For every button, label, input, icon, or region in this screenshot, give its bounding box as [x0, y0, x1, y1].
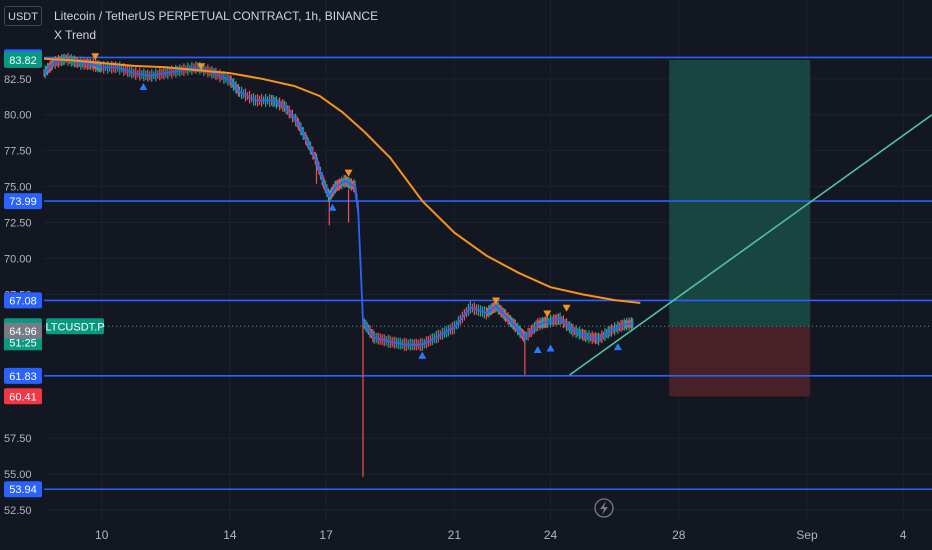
price-badge-bg [4, 388, 42, 405]
level-badge-bg [4, 193, 42, 210]
level-badge-bg [4, 292, 42, 309]
chart-title: Litecoin / TetherUS PERPETUAL CONTRACT, … [54, 9, 379, 23]
price-badge: 83.82 [9, 55, 37, 67]
price-badge: 64.96 [9, 326, 37, 338]
sell-marker [492, 297, 501, 305]
diagonal-trendline-line [569, 114, 932, 376]
sell-marker [543, 310, 552, 318]
level-badge: 53.94 [9, 484, 37, 496]
y-tick-label: 70.00 [4, 253, 32, 265]
level-badge: 61.83 [9, 371, 37, 383]
y-axis: 82.5080.0077.5075.0072.5070.0067.5057.50… [4, 74, 32, 517]
chart-grid [44, 0, 932, 520]
price-series [43, 52, 635, 352]
sell-marker [562, 304, 571, 312]
moving-average-line [43, 57, 641, 304]
price-badge-bg [4, 51, 42, 68]
buy-marker [418, 351, 427, 359]
buy-marker [613, 343, 622, 351]
level-badge: 67.08 [9, 295, 37, 307]
price-badges: 83.9973.9967.0861.8353.9483.8265.2851:25… [4, 49, 105, 498]
stop-zone [669, 325, 811, 397]
y-tick-label: 57.50 [4, 433, 32, 445]
target-zone [669, 60, 811, 326]
x-tick-label: 14 [223, 528, 237, 542]
price-badge-bg [4, 322, 42, 339]
sell-marker [197, 63, 206, 71]
signal-markers [91, 53, 622, 359]
y-tick-label: 72.50 [4, 218, 32, 230]
sell-marker [344, 169, 353, 177]
y-tick-label: 80.00 [4, 110, 32, 122]
lightning-icon[interactable] [594, 498, 614, 518]
x-tick-label: 4 [900, 528, 907, 542]
y-tick-label: 82.50 [4, 74, 32, 86]
x-tick-label: 10 [95, 528, 109, 542]
position-zones [669, 60, 811, 397]
sell-marker [91, 53, 100, 61]
buy-marker [328, 203, 337, 211]
moving-average-series [43, 57, 641, 304]
y-tick-label: 52.50 [4, 505, 32, 517]
x-axis: 10 14 17 21 24 28 Sep 4 [95, 528, 907, 542]
y-tick-label: 75.00 [4, 182, 32, 194]
indicator-name[interactable]: X Trend [54, 28, 97, 42]
x-tick-label: 24 [544, 528, 558, 542]
trend-line [43, 57, 635, 346]
price-badge: 60.41 [9, 391, 37, 403]
symbol-tag-bg [46, 318, 104, 335]
level-badge-bg [4, 367, 42, 384]
currency-button[interactable]: USDT [4, 6, 42, 26]
y-tick-label: 77.50 [4, 146, 32, 158]
x-tick-label: 17 [319, 528, 333, 542]
x-tick-label: 28 [672, 528, 686, 542]
buy-marker [139, 82, 148, 90]
diagonal-trendline[interactable] [569, 114, 932, 376]
level-badge-bg [4, 481, 42, 498]
y-tick-label: 55.00 [4, 469, 32, 481]
level-badge: 73.99 [9, 196, 37, 208]
buy-marker [533, 345, 542, 353]
buy-marker [546, 344, 555, 352]
countdown-badge: 51:25 [9, 337, 37, 349]
x-tick-label: Sep [796, 528, 818, 542]
x-tick-label: 21 [448, 528, 462, 542]
symbol-tag: LTCUSDT.P [45, 321, 104, 333]
horizontal-levels [44, 56, 932, 491]
